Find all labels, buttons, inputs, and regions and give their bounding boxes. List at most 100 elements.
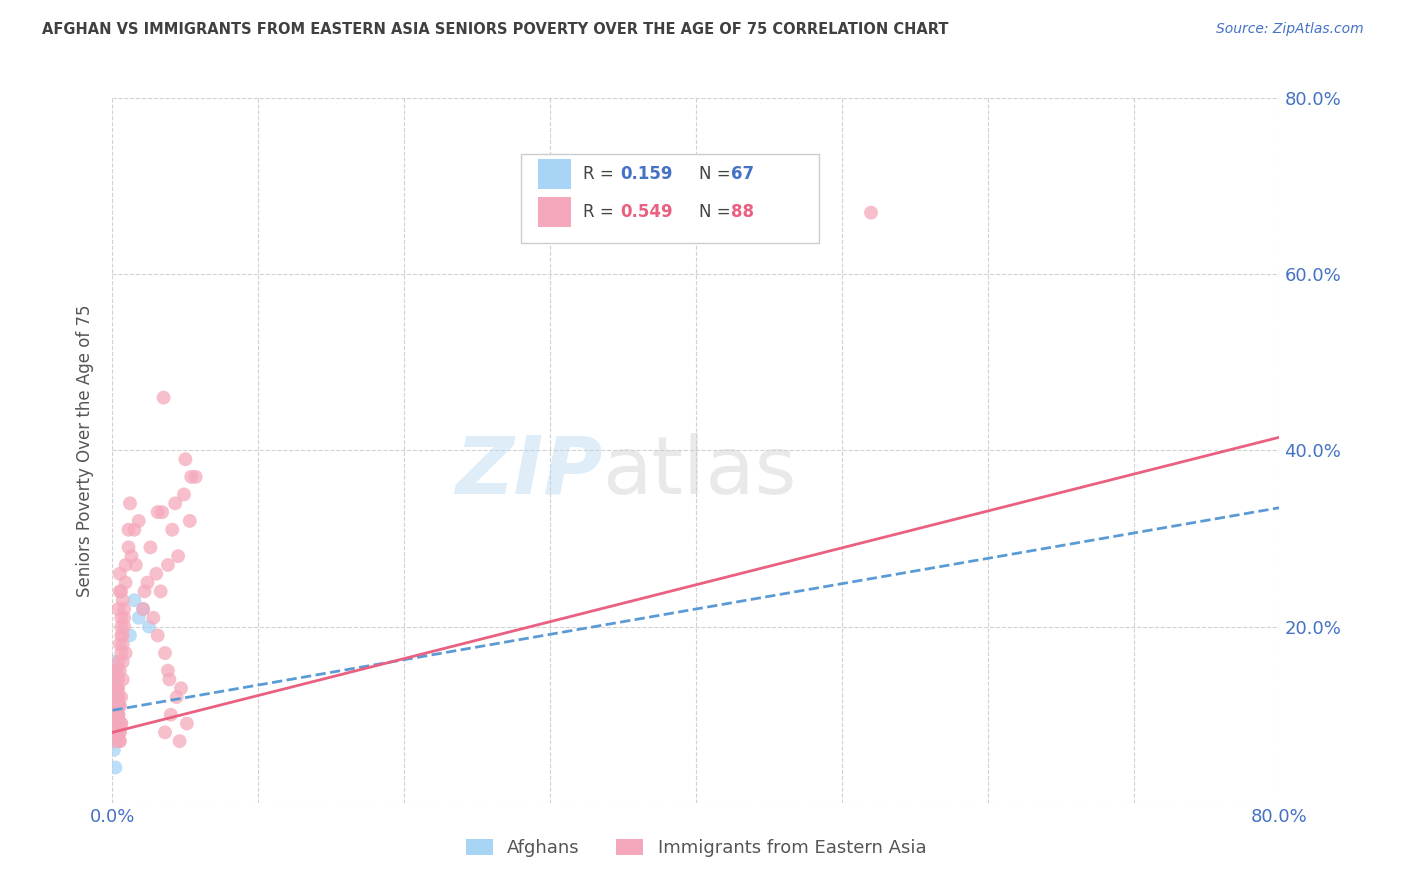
Point bbox=[110, 628, 132, 642]
Point bbox=[103, 673, 125, 687]
Point bbox=[110, 716, 132, 731]
Point bbox=[104, 673, 127, 687]
Point bbox=[111, 673, 134, 687]
Point bbox=[105, 716, 128, 731]
Point bbox=[153, 646, 176, 660]
Point bbox=[105, 681, 128, 696]
Point bbox=[105, 707, 128, 722]
Point bbox=[105, 673, 128, 687]
Y-axis label: Seniors Poverty Over the Age of 75: Seniors Poverty Over the Age of 75 bbox=[76, 304, 94, 597]
Point bbox=[112, 611, 135, 625]
Point bbox=[117, 541, 139, 555]
Point bbox=[105, 725, 128, 739]
Text: 67: 67 bbox=[731, 165, 754, 183]
Point bbox=[138, 619, 160, 633]
Point bbox=[105, 707, 128, 722]
Point bbox=[110, 646, 132, 660]
FancyBboxPatch shape bbox=[520, 154, 818, 243]
Point bbox=[110, 690, 132, 705]
Point bbox=[167, 549, 190, 564]
Point bbox=[105, 690, 128, 705]
Point bbox=[107, 673, 129, 687]
Point bbox=[160, 707, 183, 722]
Point bbox=[104, 690, 127, 705]
Point bbox=[114, 575, 136, 590]
Point bbox=[110, 584, 132, 599]
Point bbox=[107, 602, 129, 616]
Point bbox=[105, 707, 128, 722]
Point bbox=[107, 707, 129, 722]
Point bbox=[104, 725, 127, 739]
Point bbox=[105, 681, 128, 696]
Point bbox=[103, 707, 125, 722]
Point bbox=[104, 698, 127, 713]
Text: AFGHAN VS IMMIGRANTS FROM EASTERN ASIA SENIORS POVERTY OVER THE AGE OF 75 CORREL: AFGHAN VS IMMIGRANTS FROM EASTERN ASIA S… bbox=[42, 22, 949, 37]
Point bbox=[162, 523, 184, 537]
Point bbox=[108, 664, 131, 678]
Point bbox=[105, 716, 128, 731]
Point bbox=[103, 664, 125, 678]
Point bbox=[103, 673, 125, 687]
Point bbox=[165, 496, 187, 510]
Point bbox=[103, 664, 125, 678]
Point bbox=[156, 558, 179, 572]
Point bbox=[103, 681, 125, 696]
Point bbox=[118, 628, 141, 642]
Text: 0.159: 0.159 bbox=[620, 165, 672, 183]
Point bbox=[103, 673, 125, 687]
Point bbox=[152, 391, 174, 405]
Text: R =: R = bbox=[582, 165, 619, 183]
Point bbox=[114, 558, 136, 572]
Point bbox=[103, 716, 125, 731]
Point bbox=[105, 725, 128, 739]
Point bbox=[174, 452, 197, 467]
Point bbox=[146, 505, 169, 519]
Point bbox=[179, 514, 201, 528]
Point bbox=[104, 698, 127, 713]
Point bbox=[105, 716, 128, 731]
Text: 0.549: 0.549 bbox=[620, 203, 672, 221]
Point bbox=[103, 681, 125, 696]
Text: N =: N = bbox=[699, 165, 737, 183]
Point bbox=[103, 707, 125, 722]
Point bbox=[105, 698, 128, 713]
Point bbox=[134, 584, 156, 599]
Point bbox=[103, 725, 125, 739]
Point bbox=[112, 602, 135, 616]
Point bbox=[108, 734, 131, 748]
Point bbox=[110, 716, 132, 731]
Point bbox=[150, 505, 173, 519]
Point bbox=[105, 681, 128, 696]
Point bbox=[104, 716, 127, 731]
Point bbox=[107, 698, 129, 713]
Point bbox=[124, 523, 146, 537]
Legend: Afghans, Immigrants from Eastern Asia: Afghans, Immigrants from Eastern Asia bbox=[458, 831, 934, 864]
Point bbox=[104, 734, 127, 748]
FancyBboxPatch shape bbox=[538, 159, 571, 189]
Point bbox=[104, 698, 127, 713]
Point bbox=[107, 707, 129, 722]
Point bbox=[104, 716, 127, 731]
Point bbox=[104, 725, 127, 739]
Text: atlas: atlas bbox=[603, 433, 797, 510]
Point bbox=[104, 725, 127, 739]
Point bbox=[104, 690, 127, 705]
Point bbox=[132, 602, 155, 616]
Point bbox=[108, 725, 131, 739]
Point bbox=[107, 690, 129, 705]
Point bbox=[105, 725, 128, 739]
Point bbox=[139, 541, 162, 555]
Point bbox=[104, 681, 127, 696]
Point bbox=[128, 611, 150, 625]
Point bbox=[105, 698, 128, 713]
FancyBboxPatch shape bbox=[538, 197, 571, 227]
Text: N =: N = bbox=[699, 203, 737, 221]
Point bbox=[157, 673, 180, 687]
Point bbox=[107, 690, 129, 705]
Point bbox=[103, 655, 125, 669]
Point bbox=[117, 523, 139, 537]
Point bbox=[105, 716, 128, 731]
Point bbox=[124, 593, 146, 607]
Point bbox=[110, 619, 132, 633]
Point bbox=[103, 673, 125, 687]
